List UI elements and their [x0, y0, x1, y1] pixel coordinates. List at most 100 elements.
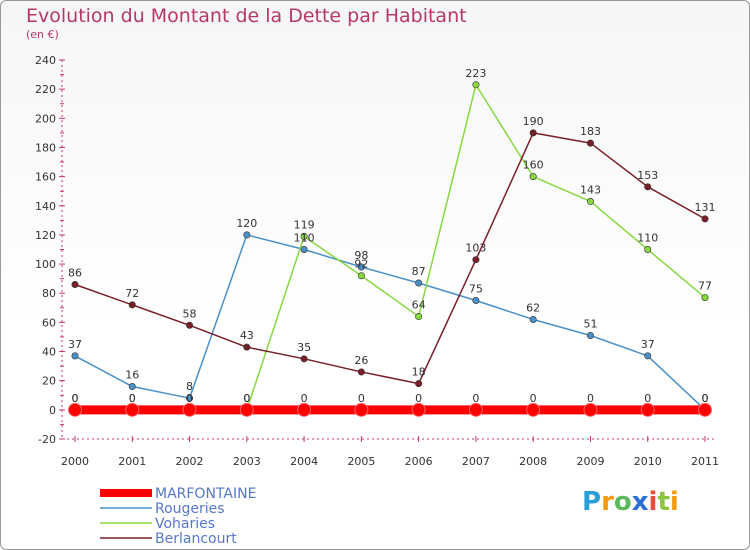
legend-label: Berlancourt — [155, 531, 237, 547]
data-point — [243, 231, 251, 239]
data-label: 110 — [637, 232, 658, 245]
data-point — [583, 402, 598, 417]
data-point — [472, 297, 480, 305]
data-point — [357, 263, 365, 271]
data-point — [529, 315, 537, 323]
legend-label: Rougeries — [155, 501, 225, 517]
data-label: 131 — [695, 201, 716, 214]
data-point — [71, 280, 79, 288]
series-line — [75, 84, 706, 411]
data-point — [357, 272, 365, 280]
data-label: 51 — [583, 318, 597, 331]
x-tick-label: 2007 — [462, 455, 490, 468]
series-line — [74, 234, 706, 411]
data-point — [182, 402, 197, 417]
data-label: 0 — [587, 392, 594, 405]
data-label: 43 — [240, 329, 254, 342]
data-label: 103 — [465, 242, 486, 255]
data-label: 0 — [129, 392, 136, 405]
data-label: 37 — [641, 338, 655, 351]
data-point — [411, 402, 426, 417]
data-point — [701, 294, 709, 302]
data-point — [472, 81, 480, 89]
data-point — [354, 402, 369, 417]
y-tick-label: -20 — [38, 433, 56, 446]
x-tick-label: 2001 — [118, 455, 146, 468]
data-point — [701, 215, 709, 223]
data-label: 26 — [354, 354, 368, 367]
data-point — [415, 380, 423, 388]
data-point — [128, 301, 136, 309]
logo-letter: i — [669, 487, 679, 517]
data-label: 0 — [129, 392, 136, 405]
proxiti-logo: Proxiti — [582, 487, 679, 517]
x-tick-label: 2011 — [691, 455, 719, 468]
data-label: 18 — [412, 366, 426, 379]
data-point — [415, 279, 423, 287]
data-label: 223 — [465, 67, 486, 80]
legend-label: MARFONTAINE — [155, 486, 256, 502]
x-tick-label: 2004 — [290, 455, 318, 468]
y-tick-label: 60 — [42, 316, 56, 329]
data-label: 0 — [186, 392, 193, 405]
y-tick-label: 80 — [42, 287, 56, 300]
data-label: 183 — [580, 125, 601, 138]
data-point — [68, 402, 82, 417]
logo-letter: P — [582, 487, 602, 517]
data-point — [300, 232, 308, 240]
logo-letter: t — [657, 487, 670, 517]
data-point — [243, 343, 251, 351]
data-label: 35 — [297, 341, 311, 354]
series-voharies — [71, 81, 709, 414]
data-label: 0 — [415, 392, 422, 405]
data-label: 87 — [412, 265, 426, 278]
data-label: 16 — [125, 369, 139, 382]
y-tick-label: 140 — [35, 200, 56, 213]
data-label: 0 — [72, 392, 79, 405]
x-tick-label: 2000 — [61, 455, 89, 468]
data-label: 72 — [125, 287, 139, 300]
data-point — [128, 383, 136, 391]
data-point — [529, 129, 537, 137]
data-label: 64 — [412, 299, 426, 312]
data-point — [186, 394, 194, 402]
data-label: 62 — [526, 301, 540, 314]
data-label: 110 — [294, 232, 315, 245]
data-point — [644, 183, 652, 191]
y-tick-label: 40 — [42, 346, 56, 359]
data-point — [71, 352, 79, 360]
data-label: 58 — [183, 307, 197, 320]
data-label: 92 — [354, 258, 368, 271]
series-line — [74, 132, 706, 385]
data-label: 153 — [637, 169, 658, 182]
x-tick-label: 2005 — [347, 455, 375, 468]
data-label: 75 — [469, 283, 483, 296]
y-tick-label: 20 — [42, 375, 56, 388]
chart-title: Evolution du Montant de la Dette par Hab… — [26, 5, 467, 27]
y-tick-label: 100 — [35, 258, 56, 271]
x-tick-label: 2006 — [405, 455, 433, 468]
data-label: 0 — [301, 392, 308, 405]
data-point — [300, 246, 308, 254]
data-point — [472, 256, 480, 264]
data-label: 143 — [580, 183, 601, 196]
data-label: 0 — [186, 392, 193, 405]
legend-label: Voharies — [155, 516, 215, 532]
data-point — [644, 352, 652, 360]
data-label: 0 — [644, 392, 651, 405]
data-label: 37 — [68, 338, 82, 351]
x-tick-label: 2009 — [576, 455, 604, 468]
data-point — [125, 402, 140, 417]
data-label: 120 — [236, 217, 257, 230]
data-point — [468, 402, 483, 417]
y-tick-label: 180 — [35, 141, 56, 154]
series-berlancourt — [71, 129, 709, 388]
data-label: 0 — [72, 392, 79, 405]
data-point — [644, 246, 652, 254]
logo-letter: r — [601, 487, 614, 517]
data-point — [239, 402, 254, 417]
data-point — [300, 355, 308, 363]
logo-letter: x — [631, 487, 649, 517]
